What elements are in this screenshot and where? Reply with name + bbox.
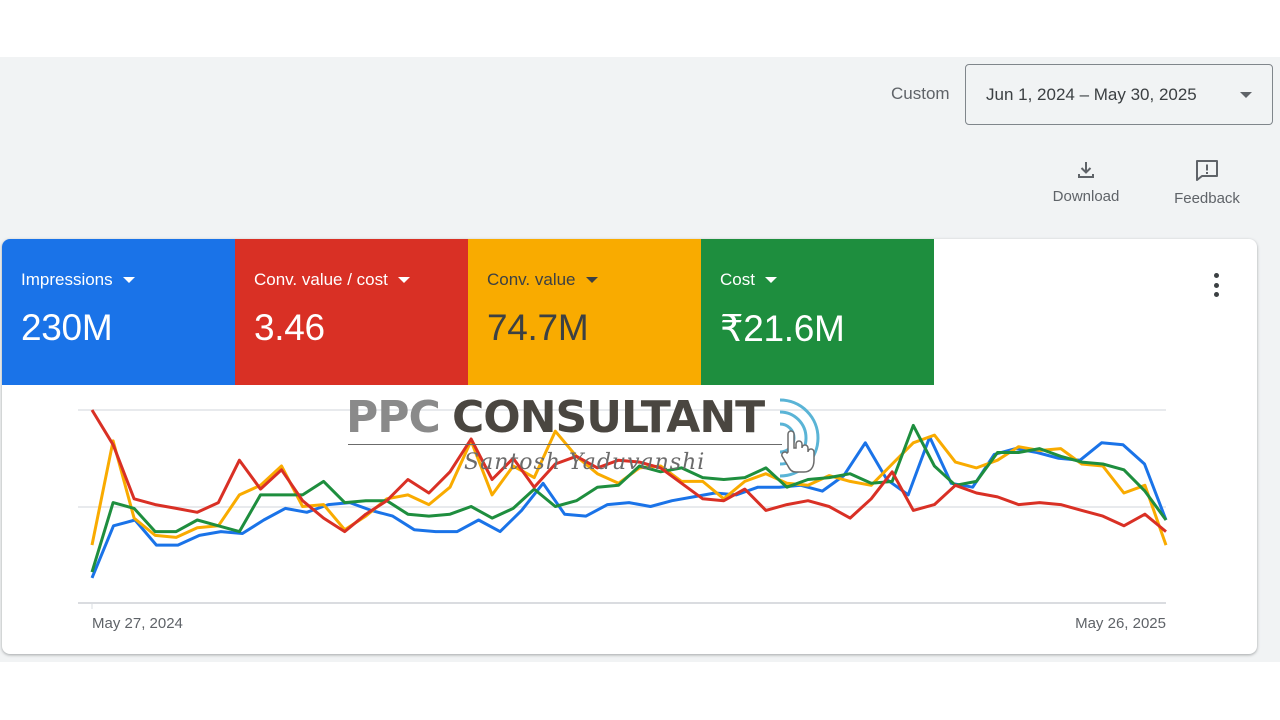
metric-label: Conv. value / cost xyxy=(254,270,388,289)
download-button[interactable]: Download xyxy=(1046,158,1126,205)
date-range-select[interactable]: Jun 1, 2024 – May 30, 2025 xyxy=(965,64,1273,125)
performance-line-chart: May 27, 2024 May 26, 2025 xyxy=(78,409,1168,632)
metric-tile-conv-value-cost[interactable]: Conv. value / cost 3.46 xyxy=(235,239,468,385)
metric-label: Cost xyxy=(720,270,755,289)
dropdown-caret-icon xyxy=(122,277,135,283)
date-range-value: Jun 1, 2024 – May 30, 2025 xyxy=(986,84,1197,104)
feedback-icon xyxy=(1196,160,1218,181)
metric-tile-conv-value[interactable]: Conv. value 74.7M xyxy=(468,239,701,385)
metric-value: 3.46 xyxy=(254,307,325,348)
date-range-type-label: Custom xyxy=(891,84,950,103)
metric-tile-impressions[interactable]: Impressions 230M xyxy=(2,239,235,385)
metric-tile-cost[interactable]: Cost ₹21.6M xyxy=(701,239,934,385)
metric-label: Conv. value xyxy=(487,270,576,289)
download-label: Download xyxy=(1052,188,1120,205)
dropdown-caret-icon xyxy=(397,277,410,283)
metric-value: 230M xyxy=(21,307,113,348)
performance-card: Impressions 230M Conv. value / cost 3.46… xyxy=(2,239,1257,654)
x-axis-label-start: May 27, 2024 xyxy=(92,615,183,632)
download-icon xyxy=(1078,162,1094,178)
chevron-down-icon xyxy=(1240,92,1252,98)
feedback-button[interactable]: Feedback xyxy=(1166,158,1248,207)
dropdown-caret-icon xyxy=(585,277,598,283)
more-options-button[interactable] xyxy=(1208,273,1224,297)
series-line-3 xyxy=(90,423,1168,573)
metric-value: 74.7M xyxy=(487,307,589,348)
metric-label: Impressions xyxy=(21,270,113,289)
metric-value: ₹21.6M xyxy=(720,308,845,349)
feedback-label: Feedback xyxy=(1174,190,1240,207)
series-line-1 xyxy=(90,409,1167,534)
more-vert-icon xyxy=(1213,273,1219,278)
dropdown-caret-icon xyxy=(764,277,777,283)
x-axis-label-end: May 26, 2025 xyxy=(1075,615,1166,632)
